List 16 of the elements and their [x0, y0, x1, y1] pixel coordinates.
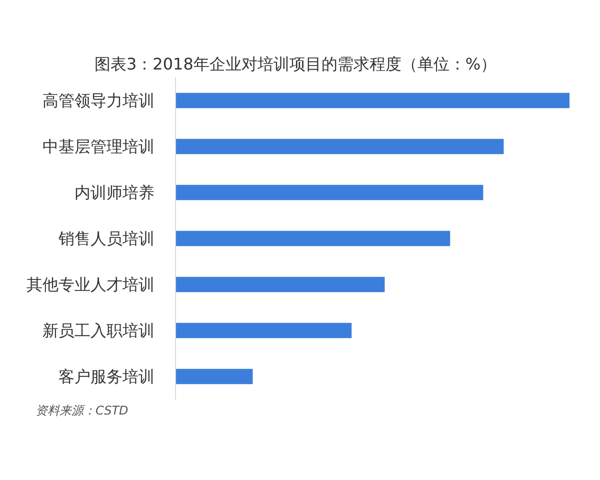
bar — [176, 276, 385, 292]
y-tick-label: 中基层管理培训 — [42, 137, 154, 156]
bar — [176, 368, 253, 384]
bar — [176, 322, 352, 338]
chart-title: 图表3：2018年企业对培训项目的需求程度（单位：%） — [94, 54, 497, 74]
y-tick-label: 内训师培养 — [74, 183, 154, 202]
y-tick-label: 销售人员培训 — [58, 229, 154, 248]
bar — [176, 230, 450, 246]
bar — [176, 92, 570, 108]
text: 资料来源：CSTD — [36, 404, 128, 418]
y-tick-label: 客户服务培训 — [58, 367, 154, 386]
bar — [176, 184, 484, 200]
bar — [176, 138, 504, 154]
y-tick-label: 其他专业人才培训 — [26, 275, 154, 294]
y-tick-label: 高管领导力培训 — [42, 91, 154, 110]
y-tick-label: 新员工入职培训 — [42, 321, 154, 340]
